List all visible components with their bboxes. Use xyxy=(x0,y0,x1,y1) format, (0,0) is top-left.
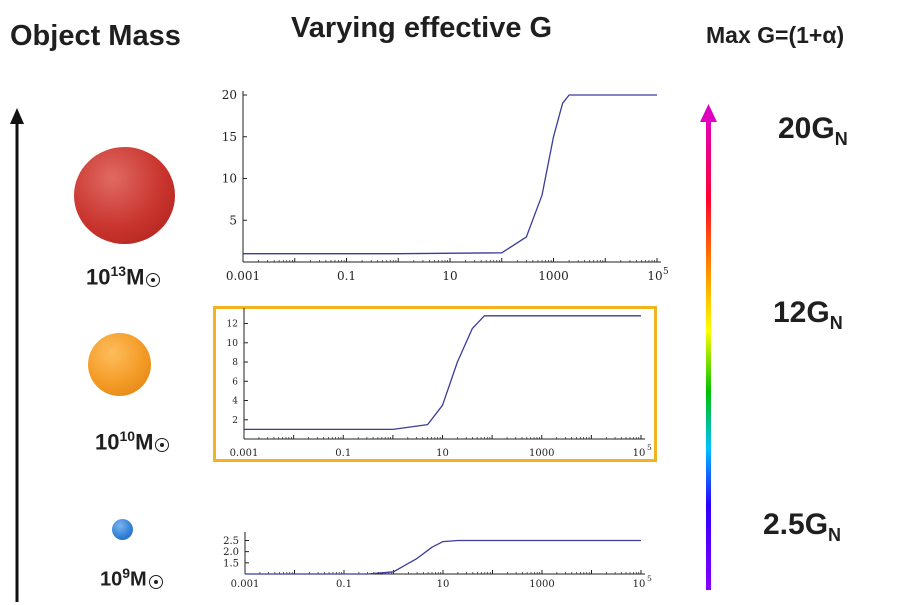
x-tick-label: 0.1 xyxy=(337,269,356,283)
x-tick-label: 0.1 xyxy=(335,448,351,459)
medium-mass-sphere xyxy=(88,333,151,396)
x-tick-label: 10 xyxy=(647,269,662,283)
highlighted-plot-frame xyxy=(213,306,657,462)
y-tick-label: 10 xyxy=(222,172,237,186)
y-tick-label: 15 xyxy=(222,130,237,144)
mass-label-small: 109M xyxy=(100,565,163,592)
x-tick-label: 1000 xyxy=(529,579,554,590)
solar-symbol-icon xyxy=(148,574,163,589)
y-tick-label: 12 xyxy=(227,320,238,330)
x-tick-label-exponent: 5 xyxy=(647,443,652,452)
x-tick-label: 10 xyxy=(442,269,457,283)
y-tick-label: 2 xyxy=(232,416,238,426)
rainbow-g-arrow xyxy=(700,104,717,590)
y-tick-label: 6 xyxy=(232,377,238,387)
max-g-heading: Max G=(1+α) xyxy=(706,22,845,48)
x-tick-label: 10 xyxy=(437,579,450,590)
mass-label-large: 1013M xyxy=(86,263,161,290)
g-eff-curve xyxy=(245,539,641,575)
x-tick-label: 0.001 xyxy=(226,269,260,283)
small-mass-sphere xyxy=(112,519,133,540)
x-tick-label: 10 xyxy=(436,448,449,459)
max-g-label-20: 20GN xyxy=(778,112,848,149)
g-eff-curve xyxy=(243,94,657,255)
y-tick-label: 10 xyxy=(227,339,239,349)
x-tick-label-exponent: 5 xyxy=(663,267,669,277)
object-mass-heading: Object Mass xyxy=(10,20,181,52)
y-tick-label: 5 xyxy=(229,213,237,227)
x-tick-label: 0.1 xyxy=(336,579,352,590)
max-g-label-2-5: 2.5GN xyxy=(763,508,842,545)
mass-label-medium: 1010M xyxy=(95,428,170,455)
x-tick-label: 1000 xyxy=(538,269,569,283)
y-tick-label: 1.5 xyxy=(223,558,239,569)
varying-g-heading: Varying effective G xyxy=(291,12,553,44)
x-tick-label: 1000 xyxy=(529,448,554,459)
x-tick-label: 0.001 xyxy=(231,579,260,590)
y-tick-label: 8 xyxy=(232,358,238,368)
y-tick-label: 4 xyxy=(232,397,238,407)
mass-axis-arrow xyxy=(10,108,24,602)
y-tick-label: 20 xyxy=(222,88,237,102)
max-g-label-12: 12GN xyxy=(773,296,843,333)
y-tick-label: 2.5 xyxy=(223,536,239,547)
large-mass-sphere xyxy=(74,147,175,244)
x-tick-label-exponent: 5 xyxy=(647,574,652,583)
x-tick-label: 10 xyxy=(633,448,646,459)
solar-symbol-icon xyxy=(155,438,170,453)
g-eff-curve xyxy=(244,315,641,431)
x-tick-label: 10 xyxy=(633,579,646,590)
x-tick-label: 0.001 xyxy=(230,448,259,459)
y-tick-label: 2.0 xyxy=(223,547,239,558)
solar-symbol-icon xyxy=(146,273,161,288)
